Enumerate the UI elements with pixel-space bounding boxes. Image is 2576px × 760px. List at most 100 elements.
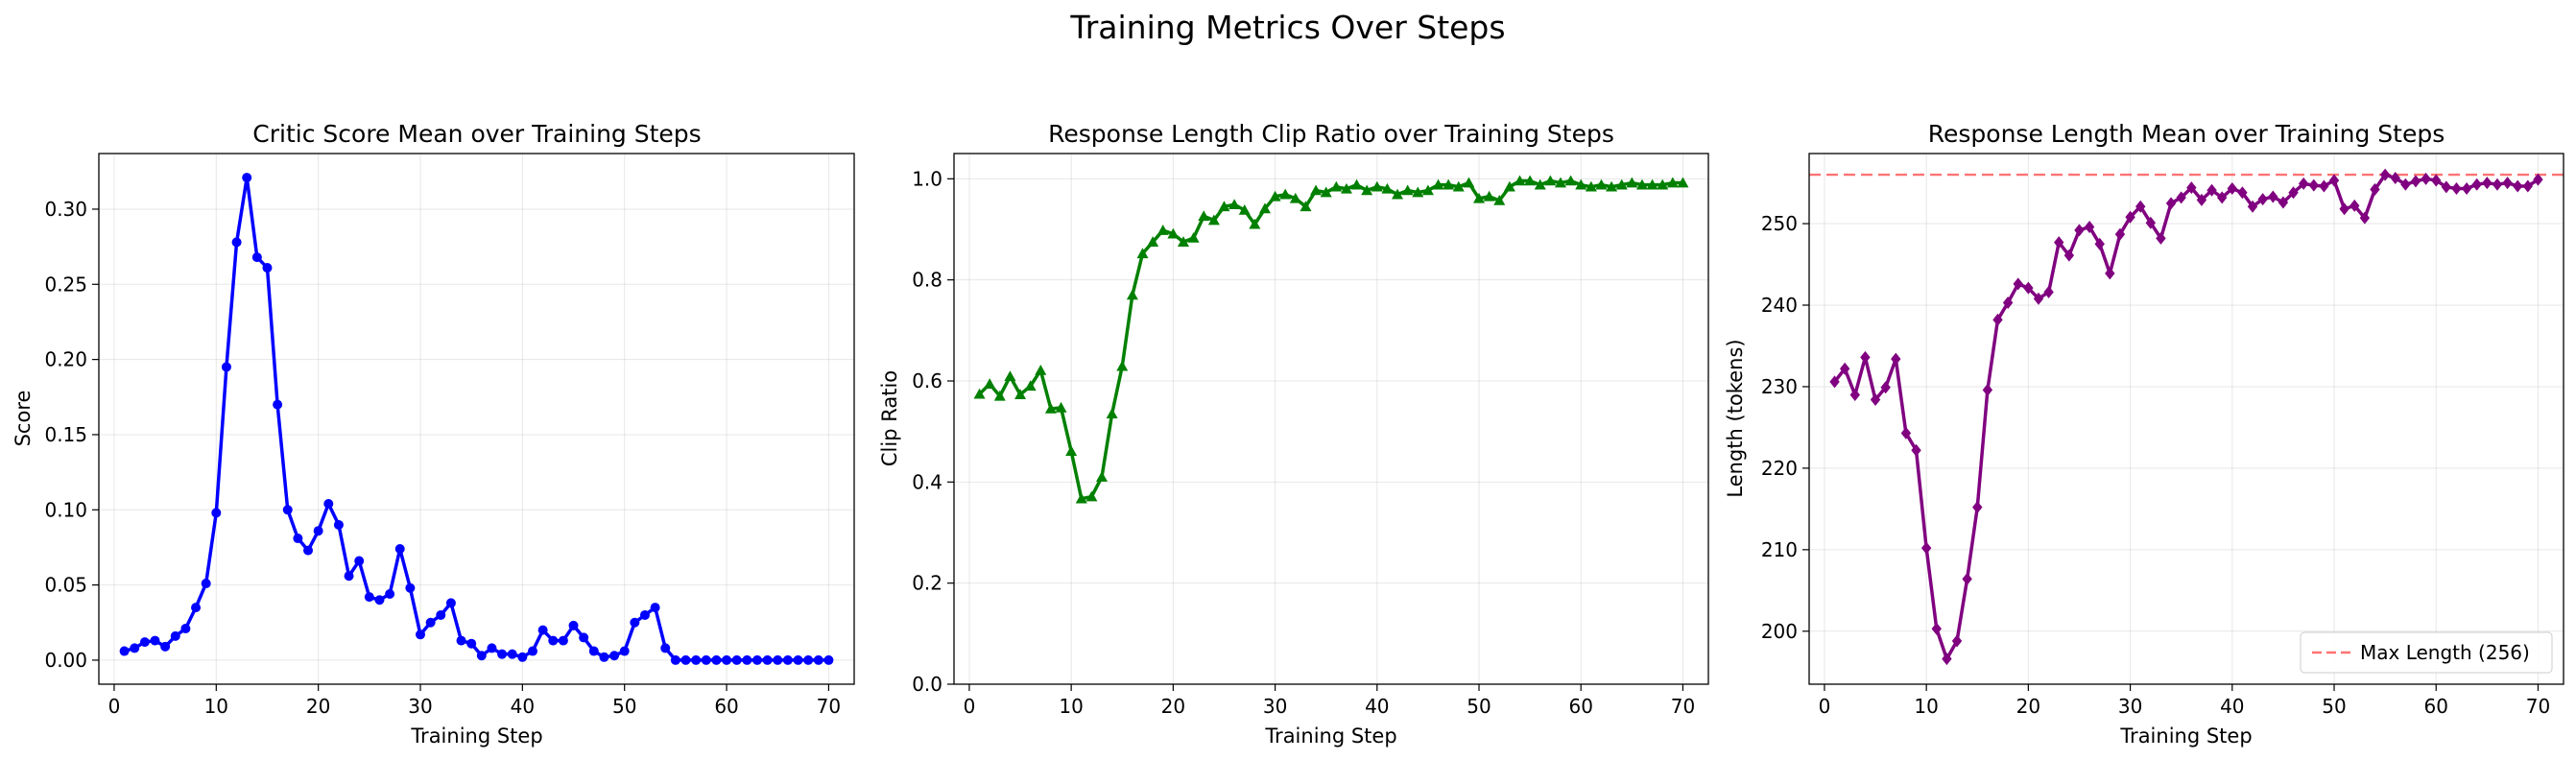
plot-frame (953, 153, 1709, 685)
data-point (2349, 199, 2360, 212)
data-point (1218, 201, 1230, 212)
data-point (251, 252, 262, 263)
data-point (2176, 191, 2186, 204)
x-tick-label: 10 (1914, 695, 1938, 718)
data-point (1065, 445, 1078, 457)
data-point (670, 654, 680, 665)
data-point (2298, 177, 2309, 190)
data-point (793, 654, 803, 665)
data-point (2186, 181, 2197, 195)
data-point (1880, 381, 1891, 394)
data-point (2268, 190, 2278, 203)
data-point (1055, 401, 1067, 413)
data-point (2165, 197, 2177, 210)
data-point (1585, 180, 1597, 192)
data-point (130, 643, 140, 653)
grid (954, 154, 1708, 685)
ticks: 0 10 20 30 40 50 60 70 0.0 0.2 0.4 0.6 0.8 1.0 (912, 167, 1695, 718)
data-point (2421, 172, 2431, 185)
data-point (1269, 190, 1281, 202)
data-point (1657, 178, 1669, 190)
data-point (2043, 285, 2054, 298)
data-point (242, 173, 252, 183)
x-tick-label: 50 (1467, 695, 1491, 718)
data-point (2441, 180, 2452, 194)
data-point (1024, 380, 1037, 392)
y-tick-label: 210 (1761, 538, 1798, 561)
data-point (2257, 193, 2268, 206)
data-point (1870, 393, 1881, 407)
data-point (2359, 211, 2371, 225)
x-tick-label: 0 (1819, 695, 1831, 718)
data-point (1544, 175, 1557, 186)
data-point (630, 617, 640, 628)
data-point (1289, 192, 1301, 203)
data-point (2206, 183, 2217, 197)
data-point (2094, 237, 2105, 250)
data-point (1258, 202, 1271, 214)
data-point (416, 629, 426, 640)
data-point (1962, 572, 1972, 585)
data-point (2125, 210, 2135, 224)
data-point (323, 499, 334, 510)
data-point (993, 390, 1006, 401)
data-point (201, 579, 211, 589)
data-point (497, 649, 508, 659)
data-point (1942, 653, 1952, 666)
data-point (191, 603, 202, 613)
y-axis-label: Clip Ratio (878, 370, 901, 466)
data-point (170, 630, 180, 641)
y-tick-label: 0.05 (44, 574, 87, 597)
data-point (1575, 178, 1587, 190)
data-point (1972, 501, 1983, 514)
data-point (1900, 426, 1912, 439)
data-point (1677, 177, 1689, 188)
data-point (354, 556, 365, 566)
x-tick-label: 20 (1161, 695, 1185, 718)
data-point (1931, 622, 1942, 635)
y-tick-label: 0.4 (912, 470, 942, 493)
data-point (1443, 178, 1455, 190)
data-point (2114, 227, 2126, 241)
data-point (2063, 249, 2075, 262)
x-axis-label: Training Step (1264, 724, 1396, 748)
data-point (1992, 313, 2003, 326)
x-tick-label: 50 (2322, 695, 2346, 718)
data-point (1860, 350, 1871, 364)
y-tick-label: 220 (1761, 457, 1798, 480)
data-point (1483, 190, 1495, 202)
data-point (385, 589, 395, 600)
data-point (211, 508, 222, 518)
x-axis-label: Training Step (2119, 724, 2252, 748)
data-point (1493, 194, 1506, 205)
data-point (2471, 178, 2482, 191)
series-line (978, 178, 1683, 501)
data-point (1452, 180, 1465, 192)
data-point (2482, 177, 2493, 190)
data-point (1116, 360, 1129, 371)
data-point (2216, 191, 2228, 204)
data-point (2308, 178, 2319, 192)
y-tick-label: 0.15 (44, 423, 87, 446)
data-point (1044, 402, 1057, 414)
y-tick-label: 240 (1761, 294, 1798, 317)
data-point (487, 643, 497, 653)
ticks: 0 10 20 30 40 50 60 70 200 210 220 230 240 250 (1761, 212, 2550, 718)
plot-frame (98, 153, 855, 685)
data-point (1167, 227, 1180, 239)
x-tick-label: 30 (1263, 695, 1287, 718)
data-point (1646, 178, 1658, 190)
data-point (537, 625, 548, 635)
data-point (1340, 182, 1352, 194)
y-axis-label: Length (tokens) (1724, 339, 1747, 497)
x-tick-label: 60 (1569, 695, 1593, 718)
x-tick-label: 10 (1059, 695, 1083, 718)
data-point (742, 654, 752, 665)
data-point (1524, 175, 1537, 186)
data-point (2492, 178, 2503, 191)
data-point (303, 545, 314, 556)
data-point (1126, 289, 1138, 300)
y-tick-label: 1.0 (912, 167, 942, 190)
x-tick-label: 40 (511, 695, 535, 718)
